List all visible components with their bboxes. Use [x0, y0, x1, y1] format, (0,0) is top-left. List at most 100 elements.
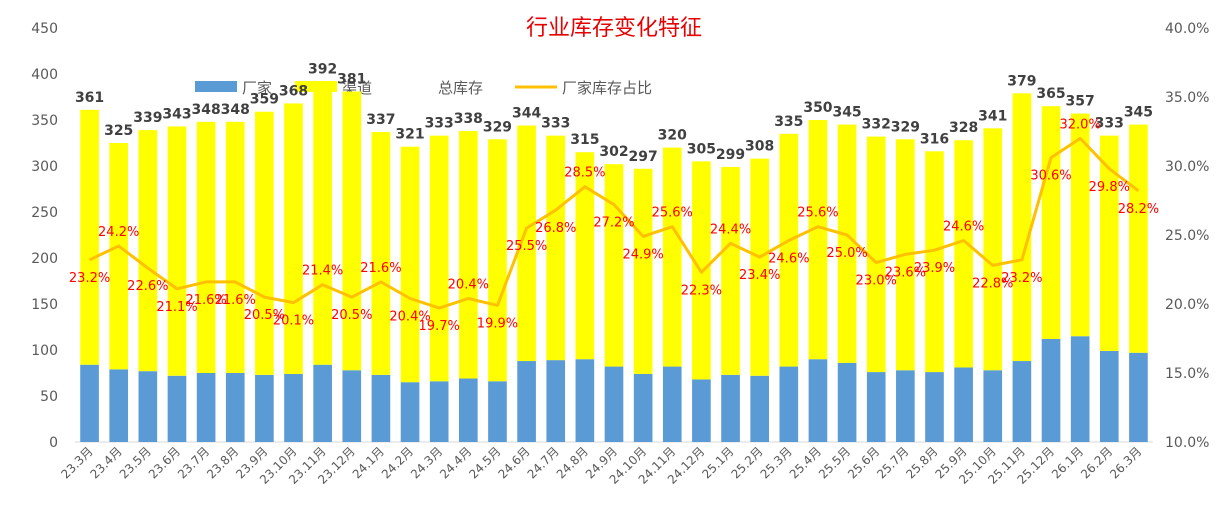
bar-manufacturer	[1070, 336, 1090, 442]
ratio-data-label: 24.6%	[768, 252, 809, 267]
bar-channel	[517, 125, 536, 362]
total-inventory-label: 308	[745, 139, 774, 155]
x-tick-label: 25.1月	[699, 444, 736, 481]
ratio-data-label: 25.6%	[797, 206, 838, 221]
total-inventory-label: 333	[1095, 116, 1124, 132]
ratio-data-label: 21.6%	[185, 293, 226, 308]
total-inventory-label: 337	[366, 112, 395, 128]
bar-manufacturer	[983, 370, 1003, 442]
total-inventory-label: 316	[920, 131, 949, 147]
bar-channel	[313, 81, 332, 365]
bar-manufacturer	[488, 381, 507, 442]
total-inventory-label: 350	[803, 100, 832, 116]
ratio-data-label: 23.6%	[885, 265, 926, 280]
total-inventory-label: 325	[104, 123, 133, 139]
total-inventory-label: 315	[570, 132, 599, 148]
ratio-data-label: 19.9%	[477, 316, 518, 331]
bar-channel	[954, 140, 973, 368]
y-left-tick-label: 250	[31, 205, 58, 221]
y-right-tick-label: 25.0%	[1165, 228, 1209, 244]
bar-channel	[575, 152, 595, 360]
ratio-line	[88, 136, 1140, 310]
total-inventory-label: 329	[891, 119, 920, 135]
y-left-tick-label: 200	[31, 251, 58, 267]
total-inventory-label: 332	[862, 117, 891, 133]
bar-channel	[1129, 124, 1148, 353]
total-inventory-label: 345	[1124, 105, 1153, 121]
bar-manufacturer	[284, 373, 303, 442]
bar-channel	[459, 131, 478, 379]
total-inventory-label: 320	[658, 128, 687, 144]
ratio-data-label: 20.4%	[389, 309, 430, 324]
x-tick-label: 24.4月	[437, 444, 474, 481]
x-tick-label: 24.2月	[379, 444, 416, 481]
y-left-tick-label: 0	[49, 435, 58, 451]
ratio-data-label: 23.4%	[739, 268, 780, 283]
ratio-data-label: 20.1%	[273, 314, 314, 329]
y-left-tick-label: 150	[31, 297, 58, 313]
ratio-data-label: 28.2%	[1118, 202, 1159, 217]
x-tick-label: 26.2月	[1078, 444, 1115, 481]
bar-manufacturer	[808, 359, 828, 442]
bar-manufacturer	[255, 374, 274, 442]
bar-manufacturer	[954, 367, 973, 442]
legend-item-label: 厂家	[242, 79, 272, 97]
bar-channel	[342, 91, 362, 371]
total-inventory-label: 343	[162, 106, 191, 122]
ratio-data-label: 22.6%	[127, 279, 168, 294]
bar-channel	[662, 147, 682, 367]
legend-swatch	[195, 81, 237, 92]
ratio-data-label: 21.6%	[360, 261, 401, 276]
bar-manufacturer	[225, 373, 245, 442]
bar-manufacturer	[371, 374, 391, 442]
ratio-data-label: 22.3%	[681, 283, 722, 298]
ratio-data-label: 25.0%	[826, 246, 867, 261]
bar-channel	[925, 151, 944, 373]
bar-manufacturer	[779, 366, 799, 442]
bar-channel	[255, 111, 274, 375]
total-inventory-label: 368	[279, 83, 308, 99]
bar-manufacturer	[342, 370, 362, 442]
bar-channel	[604, 164, 624, 367]
bar-manufacturer	[459, 378, 478, 442]
bar-manufacturer	[167, 375, 187, 442]
bar-manufacturer	[750, 375, 769, 442]
x-tick-label: 23.4月	[88, 444, 125, 481]
bar-manufacturer	[80, 364, 99, 442]
y-right-tick-label: 30.0%	[1165, 159, 1209, 175]
legend-item-label: 厂家库存占比	[562, 79, 652, 97]
bar-manufacturer	[721, 374, 740, 442]
bar-manufacturer	[138, 371, 158, 442]
x-tick-label: 24.1月	[350, 444, 387, 481]
bar-channel	[1012, 93, 1032, 362]
chart-title: 行业库存变化特征	[526, 16, 702, 41]
total-inventory-label: 299	[716, 147, 745, 163]
total-inventory-label: 297	[629, 149, 658, 165]
bar-manufacturer	[837, 362, 857, 442]
total-inventory-label: 344	[512, 106, 541, 122]
x-tick-label: 24.6月	[495, 444, 532, 481]
total-inventory-label: 357	[1066, 94, 1095, 110]
bar-manufacturer	[400, 382, 420, 442]
y-right-tick-label: 40.0%	[1165, 21, 1209, 37]
total-inventory-label: 321	[395, 127, 424, 143]
ratio-data-label: 23.9%	[914, 261, 955, 276]
bar-manufacturer	[866, 372, 886, 442]
x-tick-label: 24.8月	[554, 444, 591, 481]
bar-channel	[779, 133, 799, 367]
bar-manufacturer	[546, 360, 566, 442]
x-tick-label: 23.5月	[117, 444, 154, 481]
bar-manufacturer	[1012, 361, 1032, 442]
x-tick-label: 26.3月	[1107, 444, 1144, 481]
ratio-data-label: 24.4%	[710, 222, 751, 237]
x-tick-label: 25.5月	[816, 444, 853, 481]
y-left-tick-label: 100	[31, 343, 58, 359]
bar-channel	[284, 103, 303, 374]
bar-channel	[1099, 135, 1119, 351]
bar-manufacturer	[109, 369, 129, 442]
bar-manufacturer	[313, 364, 332, 442]
bar-channel	[167, 126, 187, 376]
total-inventory-label: 345	[832, 105, 861, 121]
x-tick-label: 25.8月	[903, 444, 940, 481]
